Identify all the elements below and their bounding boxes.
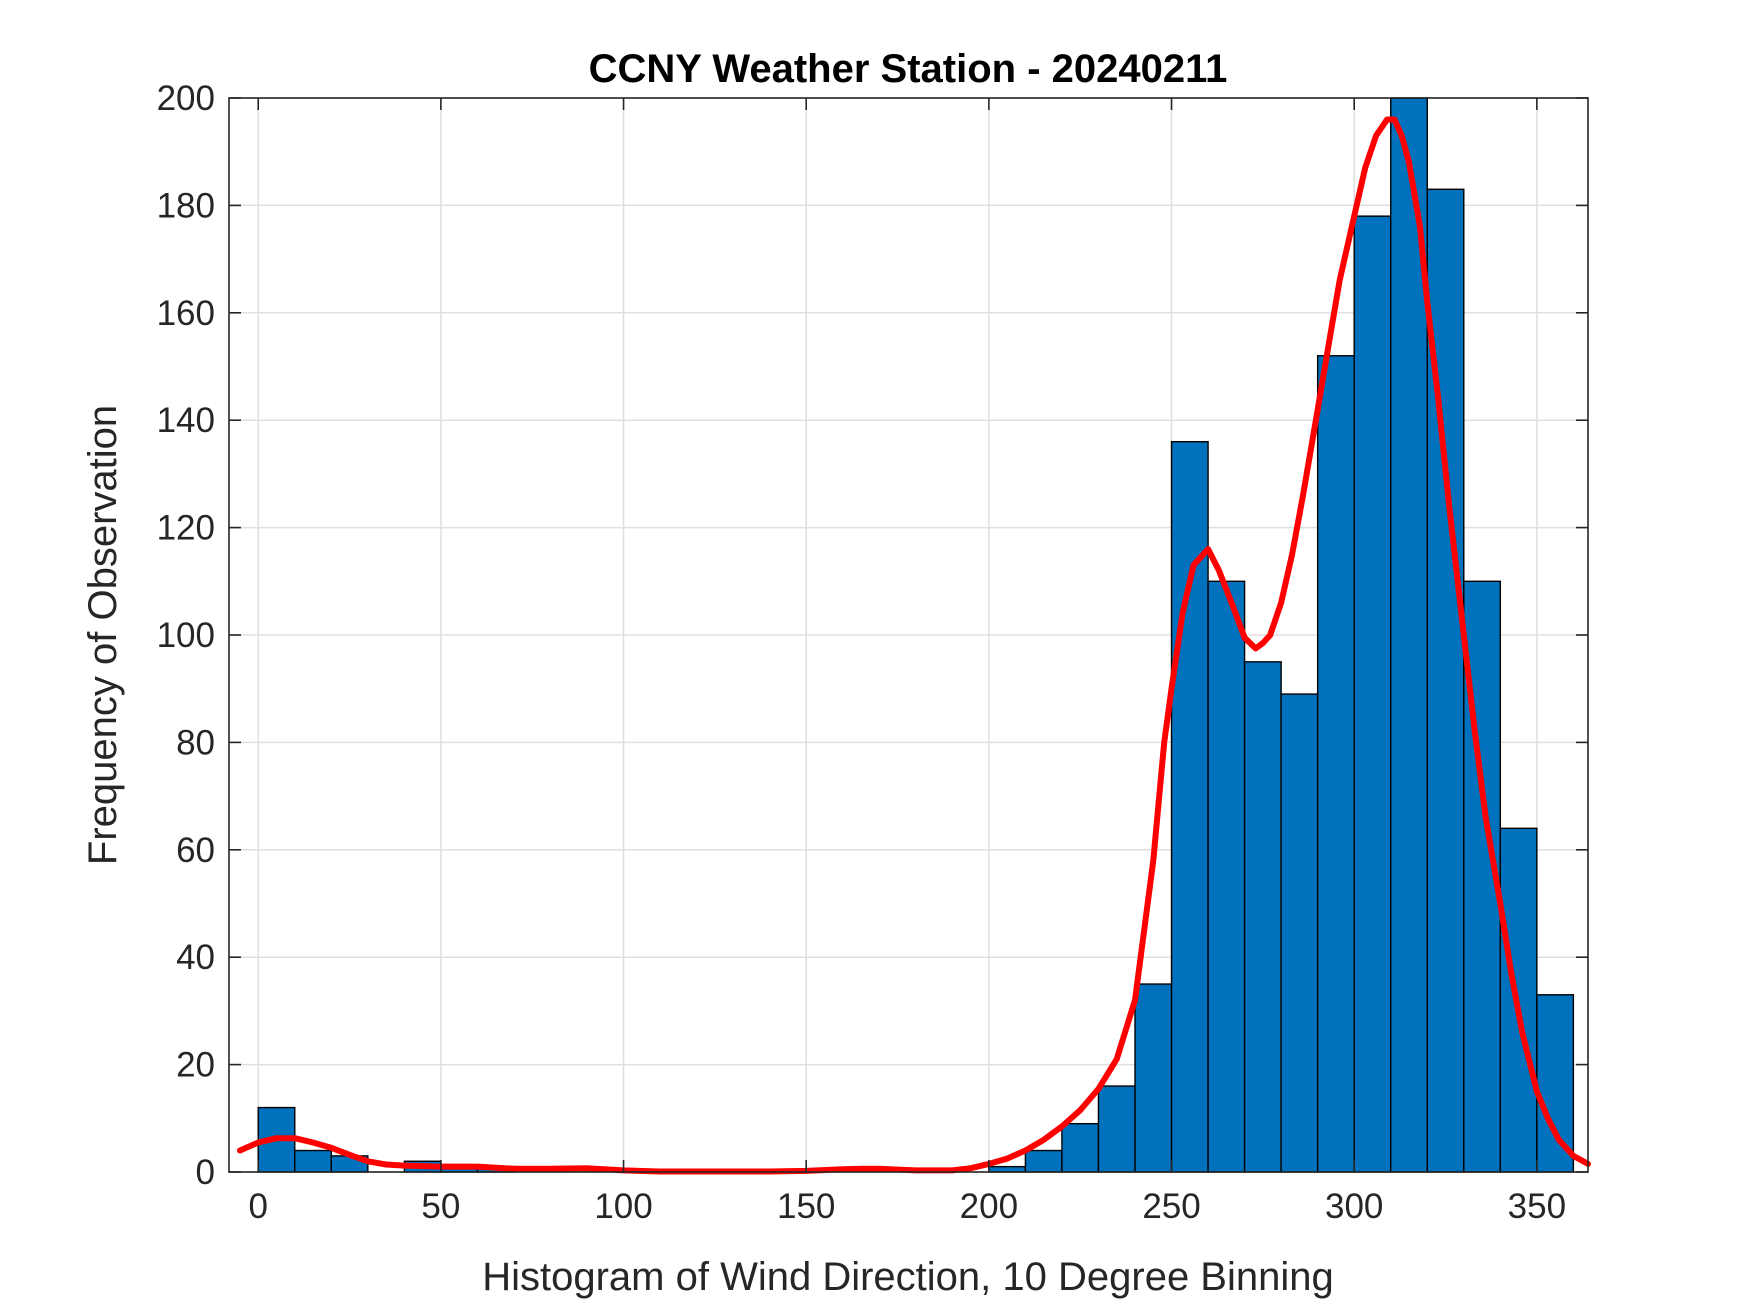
y-tick-labels: 0 20 40 60 80 100 120 140 160 180 200 [157,79,215,1192]
x-tick-label-7: 350 [1508,1187,1566,1226]
histogram-bars [257,97,1575,1173]
y-tick-label-3: 60 [176,831,215,870]
y-tick-label-10: 200 [157,79,215,118]
histogram-bar-30 [1353,215,1392,1173]
histogram-bar-26 [1207,580,1246,1173]
y-tick-label-2: 40 [176,938,215,977]
y-tick-label-1: 20 [176,1046,215,1085]
x-tick-label-3: 150 [777,1187,835,1226]
histogram-bar-20 [988,1165,1027,1173]
axis-ticks [229,97,1588,1173]
y-axis-label: Frequency of Observation [81,405,125,865]
y-tick-label-9: 180 [157,186,215,225]
histogram-bar-28 [1280,693,1319,1173]
y-tick-label-7: 140 [157,401,215,440]
x-tick-label-2: 100 [594,1187,652,1226]
x-tick-label-1: 50 [421,1187,460,1226]
y-tick-label-4: 80 [176,723,215,762]
x-axis-label: Histogram of Wind Direction, 10 Degree B… [482,1255,1334,1299]
histogram-bar-23 [1097,1085,1136,1173]
y-tick-label-0: 0 [196,1153,215,1192]
histogram-bar-24 [1134,983,1173,1173]
x-tick-label-4: 200 [960,1187,1018,1226]
histogram-bar-22 [1061,1122,1100,1173]
chart-title: CCNY Weather Station - 20240211 [589,47,1228,91]
y-tick-label-6: 120 [157,509,215,548]
histogram-bar-27 [1243,661,1282,1173]
y-tick-label-5: 100 [157,616,215,655]
histogram-bar-25 [1170,440,1209,1173]
histogram-bar-1 [294,1149,332,1173]
y-tick-label-8: 160 [157,294,215,333]
histogram-bar-21 [1024,1149,1063,1173]
fit-curve-layer [237,116,1591,1175]
fit-curve-line [237,116,1591,1175]
x-tick-label-0: 0 [248,1187,267,1226]
histogram-bar-29 [1316,355,1355,1173]
x-tick-label-6: 300 [1325,1187,1383,1226]
x-tick-label-5: 250 [1142,1187,1200,1226]
x-tick-labels: 0 50 100 150 200 250 300 350 [248,1187,1566,1226]
